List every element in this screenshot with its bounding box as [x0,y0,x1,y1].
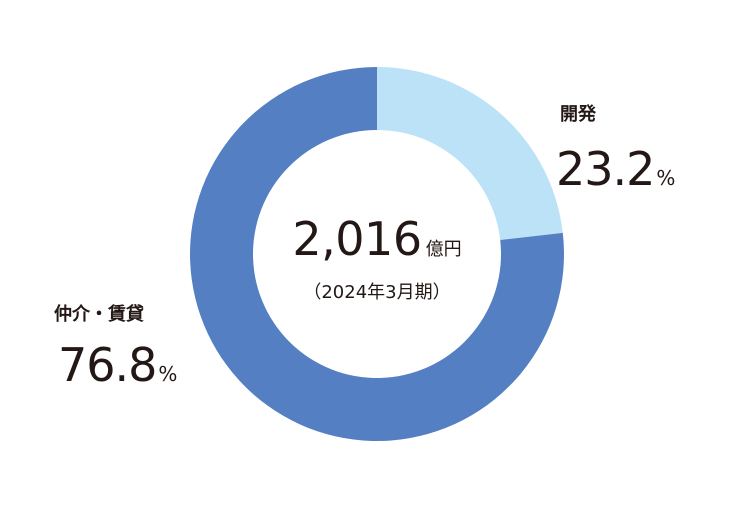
segment-value-brokerage-unit: % [158,362,178,386]
segment-value-development-unit: % [656,166,676,190]
segment-value-development-number: 23.2 [556,142,655,196]
segment-label-development: 開発 [560,104,596,125]
donut-slice-0 [377,67,563,241]
segment-value-brokerage-number: 76.8 [58,338,157,392]
segment-value-brokerage: 76.8% [58,338,177,392]
segment-label-brokerage: 仲介・賃貸 [54,304,144,325]
center-period: （2024年3月期） [303,282,451,303]
center-total-value: 2,016 [292,212,422,266]
center-total: 2,016 億円 [277,212,477,266]
segment-value-development: 23.2% [556,142,675,196]
donut-slice-1 [189,67,564,442]
center-total-unit: 億円 [425,239,462,260]
